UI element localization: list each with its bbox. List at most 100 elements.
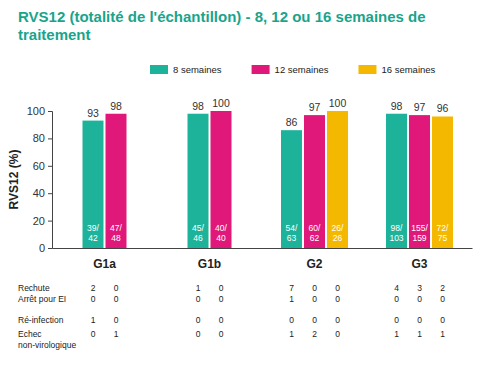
text-line: Ré-infection bbox=[18, 315, 64, 325]
text-line: 48 bbox=[111, 233, 121, 243]
bar bbox=[409, 115, 430, 248]
tick: G3 bbox=[411, 248, 427, 271]
table-cell: 1 bbox=[91, 315, 96, 325]
table-cell: 2 bbox=[91, 283, 96, 293]
table-cell: 0 bbox=[91, 294, 96, 304]
legend-label: 12 semaines bbox=[275, 64, 329, 75]
legend-item: 8 semaines bbox=[150, 64, 222, 75]
tick-label: G1b bbox=[198, 257, 221, 271]
text-line: 63 bbox=[287, 233, 297, 243]
data-label: 98 bbox=[192, 100, 204, 112]
fraction-label: 45/46 bbox=[192, 223, 204, 243]
data-label: 86 bbox=[286, 116, 298, 128]
tick-label: G3 bbox=[411, 257, 427, 271]
tick-mark bbox=[48, 248, 52, 249]
tick-mark bbox=[48, 221, 52, 222]
tick: 20 bbox=[33, 215, 52, 227]
bar bbox=[281, 130, 302, 248]
fraction-label: 54/63 bbox=[286, 223, 298, 243]
table-cell: 3 bbox=[417, 283, 422, 293]
fraction-label: 60/62 bbox=[309, 223, 321, 243]
legend-item: 16 semaines bbox=[358, 64, 435, 75]
legend: 8 semaines 12 semaines 16 semaines bbox=[150, 64, 436, 75]
table-cell: 0 bbox=[335, 294, 340, 304]
fraction-label: 26/26 bbox=[332, 223, 344, 243]
row-label: Ré-infection bbox=[18, 315, 64, 325]
tick-label: G1a bbox=[93, 257, 116, 271]
axis-line bbox=[48, 112, 53, 249]
fraction-label: 39/42 bbox=[87, 223, 99, 243]
text-line: Rechute bbox=[18, 283, 50, 293]
data-label: 98 bbox=[110, 100, 122, 112]
legend-swatch bbox=[358, 65, 376, 74]
chart: RVS12 (totalité de l'échantillon) - 8, 1… bbox=[0, 0, 484, 368]
x-axis: G1a G1b G2 G3 bbox=[53, 248, 473, 271]
tick: 80 bbox=[33, 132, 52, 144]
data-label: 97 bbox=[309, 101, 321, 113]
table-cell: 0 bbox=[440, 294, 445, 304]
table-cell: 0 bbox=[219, 294, 224, 304]
table-cell: 0 bbox=[114, 294, 119, 304]
bar bbox=[432, 116, 453, 248]
tick-label: G2 bbox=[306, 257, 322, 271]
table-cell: 0 bbox=[335, 315, 340, 325]
table-cell: 0 bbox=[312, 283, 317, 293]
table-cell: 1 bbox=[114, 329, 119, 339]
table-cell: 0 bbox=[417, 294, 422, 304]
legend-swatch bbox=[150, 65, 168, 74]
table-cell: 0 bbox=[219, 315, 224, 325]
bar bbox=[327, 111, 348, 248]
tick: 60 bbox=[33, 160, 52, 172]
text-line: Echec bbox=[18, 329, 42, 339]
data-labels: 9339/429845/468654/639898/1039847/481004… bbox=[87, 97, 449, 243]
data-label: 96 bbox=[437, 102, 449, 114]
text-line: 47/ bbox=[110, 223, 122, 233]
tick-mark bbox=[48, 193, 52, 194]
legend-item: 12 semaines bbox=[252, 64, 329, 75]
text-line: 39/ bbox=[87, 223, 99, 233]
text-line: RVS12 (totalité de l'échantillon) - 8, 1… bbox=[18, 8, 426, 25]
text-line: 54/ bbox=[286, 223, 298, 233]
tick: 0 bbox=[39, 242, 52, 254]
tick-label: 40 bbox=[33, 187, 45, 199]
text-line: non-virologique bbox=[18, 340, 76, 350]
bar bbox=[83, 121, 104, 248]
table-cell: 2 bbox=[312, 329, 317, 339]
table-cell: 1 bbox=[289, 329, 294, 339]
bar bbox=[106, 114, 127, 248]
tick: G2 bbox=[306, 248, 322, 271]
tick: 40 bbox=[33, 187, 52, 199]
text-line: traitement bbox=[18, 26, 91, 43]
tick-mark bbox=[48, 166, 52, 167]
fraction-label: 98/103 bbox=[389, 223, 403, 243]
table-cell: 0 bbox=[114, 283, 119, 293]
text-line: 75 bbox=[438, 233, 448, 243]
table-cell: 0 bbox=[312, 315, 317, 325]
row-label: Rechute bbox=[18, 283, 50, 293]
tick-label: 0 bbox=[39, 242, 45, 254]
table: Rechute2010700432Arrêt pour EI0000100000… bbox=[18, 283, 445, 350]
table-cell: 1 bbox=[394, 329, 399, 339]
table-cell: 0 bbox=[289, 315, 294, 325]
table-cell: 0 bbox=[196, 315, 201, 325]
text-line: 159 bbox=[412, 233, 426, 243]
data-label: 93 bbox=[87, 107, 99, 119]
y-axis-title: RVS12 (%) bbox=[7, 150, 21, 210]
tick-label: 60 bbox=[33, 160, 45, 172]
y-axis: 0 20 40 60 80 100 bbox=[27, 105, 53, 254]
tick: 100 bbox=[27, 105, 52, 117]
title: RVS12 (totalité de l'échantillon) - 8, 1… bbox=[18, 8, 426, 43]
table-cell: 0 bbox=[91, 329, 96, 339]
table-cell: 0 bbox=[417, 315, 422, 325]
legend-label: 16 semaines bbox=[381, 64, 435, 75]
text-line: 26/ bbox=[332, 223, 344, 233]
table-cell: 1 bbox=[289, 294, 294, 304]
bar bbox=[304, 115, 325, 248]
table-cell: 0 bbox=[312, 294, 317, 304]
tick: G1b bbox=[198, 248, 221, 271]
table-cell: 1 bbox=[196, 283, 201, 293]
table-cell: 0 bbox=[196, 329, 201, 339]
bar bbox=[188, 114, 209, 248]
text-line: Arrêt pour EI bbox=[18, 294, 66, 304]
text-line: 72/ bbox=[437, 223, 449, 233]
